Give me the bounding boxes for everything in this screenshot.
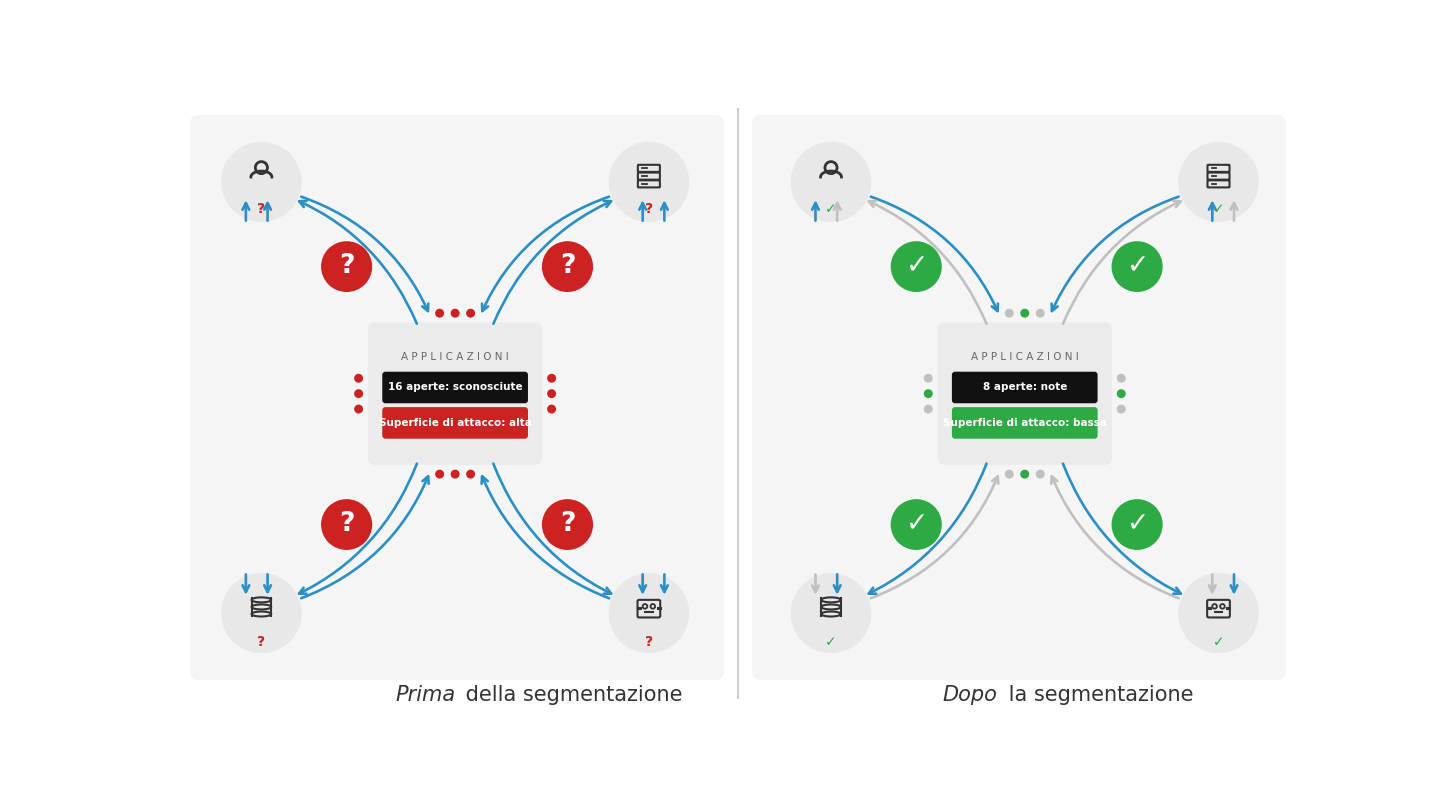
- Circle shape: [924, 404, 933, 414]
- Circle shape: [1005, 470, 1014, 479]
- Circle shape: [791, 142, 871, 222]
- Text: 8 aperte: note: 8 aperte: note: [982, 382, 1067, 393]
- Circle shape: [609, 573, 690, 653]
- Text: ✓: ✓: [1126, 512, 1148, 538]
- FancyBboxPatch shape: [752, 115, 1286, 680]
- Circle shape: [547, 373, 556, 382]
- Text: Superficie di attacco: alta: Superficie di attacco: alta: [379, 418, 531, 428]
- Text: ✓: ✓: [906, 254, 927, 279]
- Text: ✓: ✓: [825, 202, 837, 215]
- Circle shape: [1117, 404, 1126, 414]
- Circle shape: [435, 470, 444, 479]
- Circle shape: [791, 573, 871, 653]
- Circle shape: [609, 142, 690, 222]
- Text: ?: ?: [338, 253, 354, 279]
- Circle shape: [891, 241, 942, 292]
- Text: ✓: ✓: [825, 635, 837, 650]
- FancyBboxPatch shape: [952, 372, 1097, 403]
- Text: Superficie di attacco: bassa: Superficie di attacco: bassa: [943, 418, 1107, 428]
- Circle shape: [321, 241, 372, 292]
- FancyBboxPatch shape: [952, 407, 1097, 439]
- Text: ?: ?: [258, 202, 265, 215]
- Circle shape: [1178, 142, 1259, 222]
- Circle shape: [1112, 241, 1162, 292]
- Circle shape: [547, 389, 556, 399]
- FancyBboxPatch shape: [382, 407, 528, 439]
- Text: ?: ?: [645, 635, 652, 650]
- Text: 16 aperte: sconosciute: 16 aperte: sconosciute: [387, 382, 523, 393]
- Circle shape: [1021, 309, 1030, 318]
- Circle shape: [451, 470, 459, 479]
- Circle shape: [354, 389, 363, 399]
- Text: ?: ?: [645, 202, 652, 215]
- Text: Dopo: Dopo: [943, 685, 998, 706]
- Circle shape: [1021, 470, 1030, 479]
- Circle shape: [1035, 470, 1045, 479]
- Text: ?: ?: [560, 511, 575, 537]
- Text: A P P L I C A Z I O N I: A P P L I C A Z I O N I: [402, 352, 508, 362]
- Circle shape: [1178, 573, 1259, 653]
- Circle shape: [467, 470, 475, 479]
- Circle shape: [222, 573, 301, 653]
- Text: la segmentazione: la segmentazione: [1001, 685, 1192, 706]
- Text: Prima: Prima: [395, 685, 455, 706]
- Text: ✓: ✓: [1212, 635, 1224, 650]
- Circle shape: [435, 309, 444, 318]
- Text: ?: ?: [338, 511, 354, 537]
- Text: ?: ?: [560, 253, 575, 279]
- Text: ✓: ✓: [1126, 254, 1148, 279]
- Circle shape: [1035, 309, 1045, 318]
- Text: ✓: ✓: [1212, 202, 1224, 215]
- Circle shape: [451, 309, 459, 318]
- FancyBboxPatch shape: [369, 322, 543, 465]
- Circle shape: [1117, 389, 1126, 399]
- Circle shape: [354, 373, 363, 382]
- Text: ?: ?: [258, 635, 265, 650]
- Circle shape: [541, 241, 593, 292]
- Circle shape: [924, 389, 933, 399]
- FancyBboxPatch shape: [937, 322, 1112, 465]
- Circle shape: [541, 499, 593, 550]
- Circle shape: [1005, 309, 1014, 318]
- Text: della segmentazione: della segmentazione: [459, 685, 683, 706]
- Circle shape: [891, 499, 942, 550]
- Circle shape: [354, 404, 363, 414]
- Text: ✓: ✓: [906, 512, 927, 538]
- Circle shape: [1117, 373, 1126, 382]
- Circle shape: [547, 404, 556, 414]
- Circle shape: [924, 373, 933, 382]
- FancyBboxPatch shape: [382, 372, 528, 403]
- Circle shape: [321, 499, 372, 550]
- Circle shape: [222, 142, 301, 222]
- Text: A P P L I C A Z I O N I: A P P L I C A Z I O N I: [971, 352, 1079, 362]
- FancyBboxPatch shape: [190, 115, 724, 680]
- Circle shape: [1112, 499, 1162, 550]
- Circle shape: [467, 309, 475, 318]
